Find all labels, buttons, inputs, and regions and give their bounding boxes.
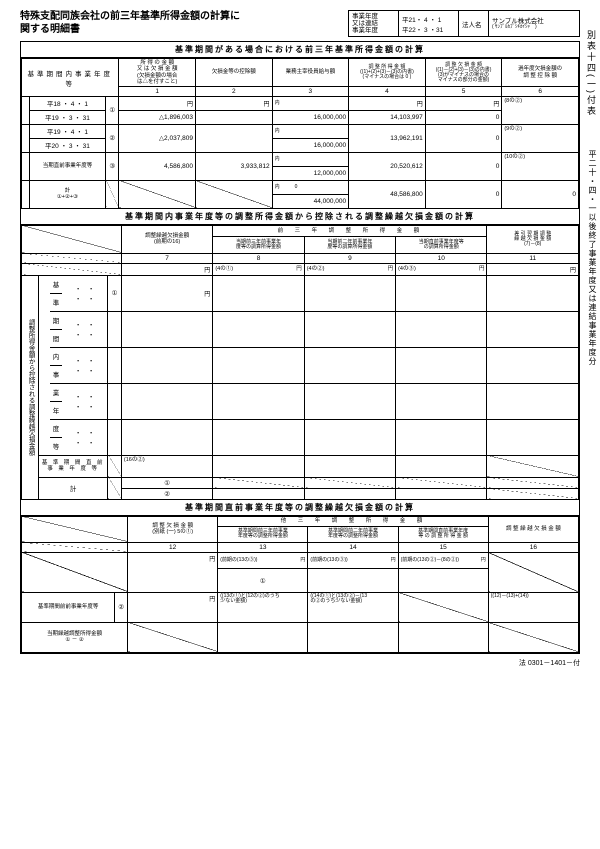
sec2-table: 調整繰越欠損金額 (前期の16) 前 三 年 調 整 所 得 金 額 差 引 翌… (21, 225, 579, 500)
sec3-title: 基準期間直前事業年度等の調整繰越欠損金額の計算 (21, 500, 579, 516)
sec1-title: 基準期間がある場合における前三年基準所得金額の計算 (21, 42, 579, 58)
period-label: 事業年度 又は連結 事業年度 (349, 11, 399, 36)
corp-name: サンプル株式会社 ( ｻﾝﾌﾟﾙｶﾌﾞｼｷｶｲｼｬ ) (489, 11, 579, 36)
sec2-title: 基準期間内事業年度等の調整所得金額から控除される調整繰越欠損金額の計算 (21, 209, 579, 225)
period-values: 平21・ 4 ・ 1 平22・ 3 ・31 (399, 11, 459, 36)
header-box: 事業年度 又は連結 事業年度 平21・ 4 ・ 1 平22・ 3 ・31 法人名… (348, 10, 580, 37)
side-label-2: 平二十・四・一以後終了事業年度又は連結事業年度分 (587, 150, 598, 366)
corp-label: 法人名 (459, 11, 489, 36)
footer-code: 法 0301－1401－付 (20, 658, 580, 668)
sec3-table: 調 整 欠 損 金 額 (別紙 (一) 5の①) 他 三 年 調 整 所 得 金… (21, 516, 579, 653)
side-label: 別表十四(一)付表 (585, 30, 598, 117)
sec1-table: 基準期間内事業年度等 所 得 の 金 額 又 は 欠 損 金 額 (欠損金額の場… (21, 58, 579, 208)
doc-title: 特殊支配同族会社の前三年基準所得金額の計算に 関する明細書 (20, 10, 348, 36)
